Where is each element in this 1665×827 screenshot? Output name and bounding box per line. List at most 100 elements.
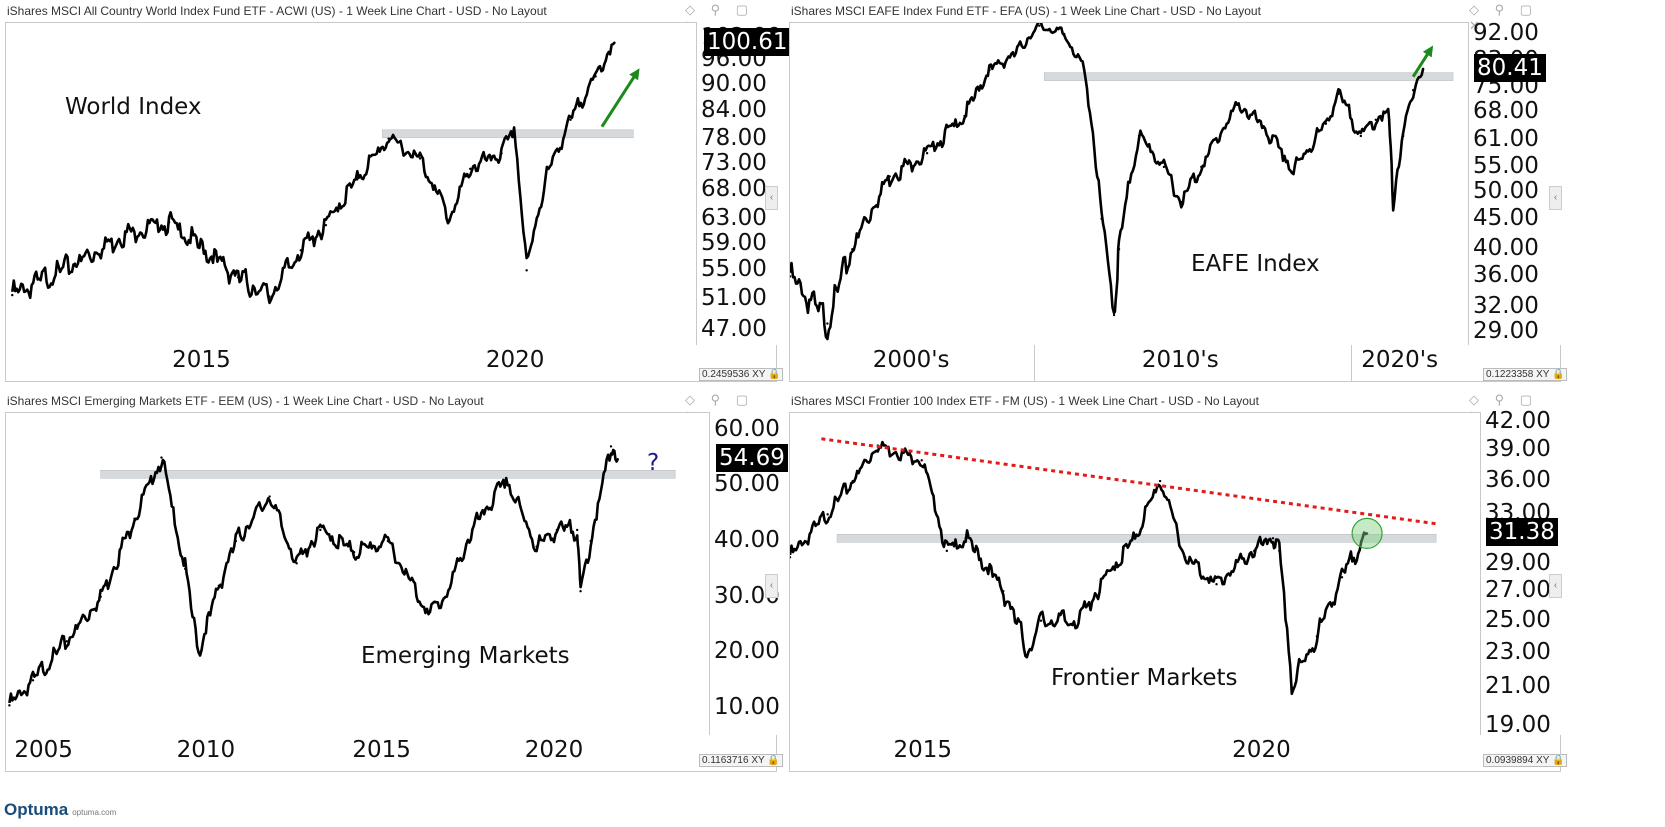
data-point [525,269,528,272]
data-point [544,178,547,181]
data-point [1252,549,1256,553]
chart-title: iShares MSCI All Country World Index Fun… [7,4,547,18]
data-point [295,562,298,565]
data-point [1401,134,1405,138]
optuma-logo: Optuma optuma.com [4,800,116,820]
x-axis[interactable]: 2000's 2010's 2020's [789,345,1561,382]
data-point [299,249,303,252]
data-point [1340,576,1344,579]
y-axis[interactable]: 102.0096.0090.0084.0078.0073.0068.0063.0… [695,22,781,345]
y-tick-label: 45.00 [1473,204,1539,231]
data-point [575,528,579,532]
resistance-band [1044,72,1454,81]
data-point [1002,590,1005,593]
scale-value: 0.2459536 [702,369,750,380]
data-point [1038,24,1041,27]
collapse-handle[interactable]: ‹ [765,186,778,210]
panel-annotation: EAFE Index [1191,251,1320,277]
data-point [1200,165,1203,169]
scale-value: 0.1163716 [702,755,749,766]
data-point [988,68,991,72]
data-point [613,41,616,44]
panel-acwi: iShares MSCI All Country World Index Fun… [5,2,791,382]
data-point [826,513,829,516]
plot-area[interactable] [5,412,710,737]
plot-area[interactable] [5,22,697,347]
data-point [964,537,967,540]
data-point [319,528,322,532]
data-point [535,545,538,548]
y-tick-label: 68.00 [1473,98,1539,125]
y-tick-label: 78.00 [701,124,767,151]
price-chart-efa[interactable] [790,23,1468,346]
y-tick-label: 50.00 [714,471,780,498]
x-tick-label: 2010's [1141,347,1219,373]
data-point [826,322,829,325]
x-tick-label: 2020 [524,737,584,763]
data-point [73,262,77,265]
price-chart-acwi[interactable] [6,23,696,346]
data-point [352,551,356,554]
data-point [1365,532,1369,535]
xy-toggle[interactable]: XY [751,755,765,766]
highlight-circle [1351,517,1383,549]
panel-eem: iShares MSCI Emerging Markets ETF - EEM … [5,392,788,772]
last-price-label: 80.41 [1474,53,1546,82]
data-point [11,293,14,297]
xy-toggle[interactable]: XY [1536,755,1550,766]
data-point [217,584,221,587]
data-point [594,75,597,78]
y-tick-label: 68.00 [701,176,767,203]
price-chart-eem[interactable] [6,413,709,736]
x-axis[interactable]: 2015 2020 [5,345,777,382]
panel-annotation: Frontier Markets [1051,665,1238,691]
x-tick-label: 2015 [352,737,411,763]
collapse-handle[interactable]: ‹ [765,574,778,598]
window-controls[interactable]: ◇ ⚲ ▢ ✕ [1469,2,1539,33]
last-price-label: 31.38 [1486,518,1558,547]
data-point [1013,53,1016,56]
data-point [386,539,390,543]
last-price-label: 54.69 [716,444,788,473]
collapse-handle[interactable]: ‹ [1549,574,1562,598]
y-tick-label: 59.00 [701,229,767,256]
x-axis[interactable]: 2015 2020 [789,735,1561,772]
data-point [123,233,127,236]
y-tick-label: 29.00 [1473,318,1539,345]
xy-toggle[interactable]: XY [752,369,766,380]
price-chart-fm[interactable] [790,413,1480,736]
data-point [920,459,923,462]
data-point [1039,619,1043,622]
x-tick-label: 2020 [485,347,545,373]
y-tick-label: 50.00 [1473,177,1539,204]
data-point [468,167,472,171]
data-point [1162,165,1166,169]
data-point [579,590,582,593]
price-series-line [8,448,619,704]
data-point [1180,200,1183,204]
data-point [609,445,613,448]
x-tick-label: 2020's [1361,347,1439,373]
y-tick-label: 19.00 [1485,711,1551,738]
data-point [183,567,187,571]
collapse-handle[interactable]: ‹ [1549,186,1562,210]
data-point [1278,549,1281,553]
data-point [197,651,200,654]
data-point [1062,32,1066,36]
data-point [167,220,171,224]
xy-toggle[interactable]: XY [1536,369,1550,380]
data-point [1027,651,1030,654]
x-tick-label: 2015 [172,347,231,373]
data-point [1292,170,1295,173]
y-tick-label: 21.00 [1485,673,1551,700]
y-tick-label: 55.00 [701,256,767,283]
data-point [1262,126,1265,129]
y-axis[interactable]: 42.0039.0036.0033.0031.0029.0027.0025.00… [1479,408,1551,738]
plot-area[interactable] [789,412,1481,737]
plot-area[interactable] [789,22,1469,347]
logo-name: Optuma [4,800,69,819]
x-axis[interactable]: 2005 2010 2015 2020 [5,735,777,772]
data-point [963,114,966,118]
price-series-line [790,440,1368,696]
data-point [1359,134,1363,138]
